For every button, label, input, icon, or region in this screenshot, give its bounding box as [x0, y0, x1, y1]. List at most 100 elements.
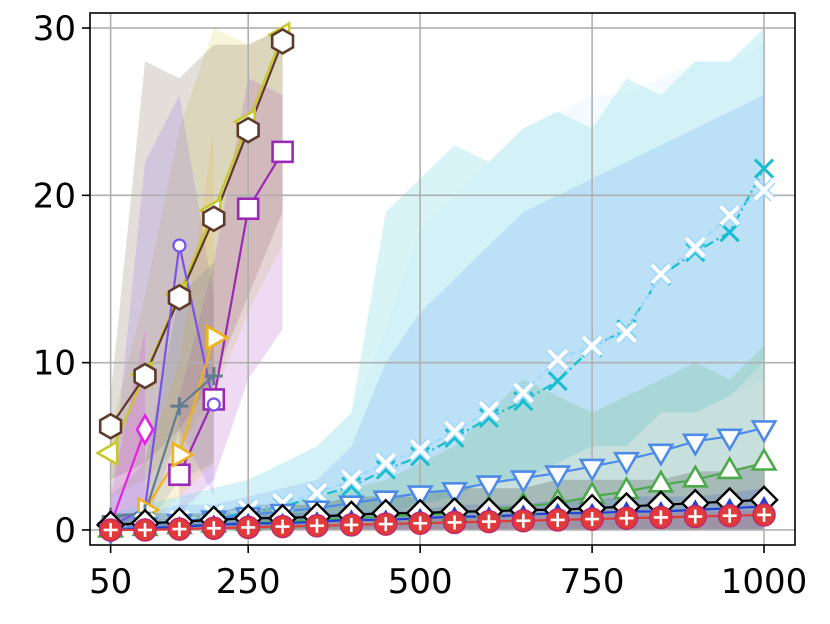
marker-s13-p13	[545, 508, 570, 532]
marker-s8-p15	[615, 321, 638, 345]
marker-s9-p17	[681, 433, 709, 457]
marker-s7-p10	[444, 427, 465, 448]
marker-s9-p9	[406, 485, 434, 509]
marker-s9-p15	[612, 451, 640, 476]
marker-s13-p16	[649, 505, 673, 530]
marker-s2-p3	[271, 140, 294, 164]
marker-s13-p18	[717, 503, 742, 528]
marker-s10-p18	[716, 455, 744, 480]
series-line-3	[110, 245, 215, 528]
error-band-10	[110, 345, 765, 530]
marker-s10-p17	[681, 464, 709, 488]
marker-s4-p1	[135, 412, 155, 447]
marker-s13-p14	[580, 507, 604, 531]
marker-s7-p19	[753, 158, 775, 179]
marker-s13-p5	[270, 514, 295, 539]
marker-s1-p0	[98, 412, 123, 440]
marker-s8-p7	[339, 468, 363, 492]
series-markers	[94, 21, 779, 546]
marker-s9-p13	[544, 465, 572, 489]
marker-s0-p0	[94, 439, 119, 467]
y-tick-label-1: 10	[33, 344, 76, 384]
marker-s9-p12	[509, 470, 537, 494]
y-tick-label-3: 30	[33, 9, 76, 49]
marker-s13-p9	[408, 511, 432, 536]
marker-s13-p2	[167, 517, 192, 541]
marker-s1-p2	[167, 283, 192, 311]
marker-s8-p18	[718, 203, 742, 227]
error-band-8	[110, 44, 765, 530]
marker-s2-p2	[236, 197, 260, 221]
marker-s1-p5	[270, 27, 295, 55]
marker-s3-p3	[206, 397, 221, 412]
marker-s8-p19	[752, 178, 776, 202]
series-line-8	[110, 189, 765, 530]
error-band-3	[110, 95, 214, 530]
marker-s13-p1	[133, 518, 157, 542]
marker-s7-p13	[547, 370, 568, 392]
marker-s13-p3	[202, 516, 226, 541]
x-tick-label-2: 500	[388, 562, 453, 602]
marker-s3-p2	[172, 238, 187, 253]
marker-s5-p2	[206, 324, 230, 352]
series-line-2	[178, 151, 284, 476]
marker-s13-p11	[477, 509, 501, 534]
marker-s7-p8	[375, 459, 396, 480]
marker-s2-p0	[168, 463, 191, 487]
x-tick-label-1: 250	[216, 562, 281, 602]
marker-s8-p17	[683, 235, 707, 259]
marker-s8-p14	[580, 334, 604, 358]
marker-s13-p15	[614, 506, 639, 530]
marker-s9-p18	[716, 428, 744, 452]
y-tick-label-2: 20	[33, 176, 76, 216]
marker-s9-p16	[647, 443, 675, 467]
plot-frame	[89, 12, 796, 546]
marker-s9-p19	[750, 420, 778, 444]
axis-ticks: 50 250 500 750 1000 0 10 20 30	[33, 9, 808, 602]
marker-s1-p1	[133, 362, 157, 390]
x-tick-label-3: 750	[560, 562, 625, 602]
marker-s8-p13	[546, 347, 570, 371]
marker-s7-p9	[410, 446, 431, 467]
marker-s13-p8	[374, 512, 398, 536]
marker-s5-p1	[171, 441, 196, 469]
marker-s13-p4	[236, 515, 260, 540]
series-line-4	[109, 429, 147, 526]
marker-s13-p17	[683, 504, 708, 529]
marker-s8-p11	[477, 399, 501, 423]
marker-s7-p17	[685, 242, 706, 263]
marker-s9-p10	[441, 481, 469, 506]
marker-s13-p0	[98, 518, 123, 542]
error-band-7	[110, 28, 765, 530]
grid	[90, 13, 795, 545]
x-tick-label-4: 1000	[721, 562, 808, 602]
marker-s8-p8	[374, 451, 398, 475]
marker-s13-p10	[442, 510, 467, 535]
marker-s6-p3	[204, 367, 223, 386]
marker-s1-p4	[236, 116, 260, 144]
marker-s13-p12	[511, 508, 536, 533]
series-line-0	[109, 34, 284, 454]
error-band-5	[145, 128, 214, 530]
marker-s13-p19	[752, 503, 776, 527]
marker-s9-p11	[475, 475, 503, 499]
marker-s8-p10	[443, 419, 467, 443]
marker-s9-p14	[578, 458, 606, 482]
marker-s7-p11	[478, 407, 499, 428]
series-line-6	[110, 375, 215, 518]
marker-s7-p7	[341, 476, 362, 497]
error-band-6	[110, 262, 214, 530]
marker-s10-p19	[750, 447, 778, 471]
marker-s1-p3	[202, 205, 226, 233]
y-tick-label-0: 0	[54, 511, 76, 551]
marker-s13-p7	[339, 513, 364, 537]
marker-s8-p12	[511, 381, 535, 405]
x-tick-label-0: 50	[89, 562, 132, 602]
marker-s8-p9	[408, 438, 432, 462]
marker-s8-p6	[305, 481, 329, 505]
marker-s6-p2	[170, 397, 189, 416]
marker-s13-p6	[305, 514, 329, 538]
marker-s8-p16	[649, 262, 673, 286]
error-band-9	[110, 95, 765, 530]
